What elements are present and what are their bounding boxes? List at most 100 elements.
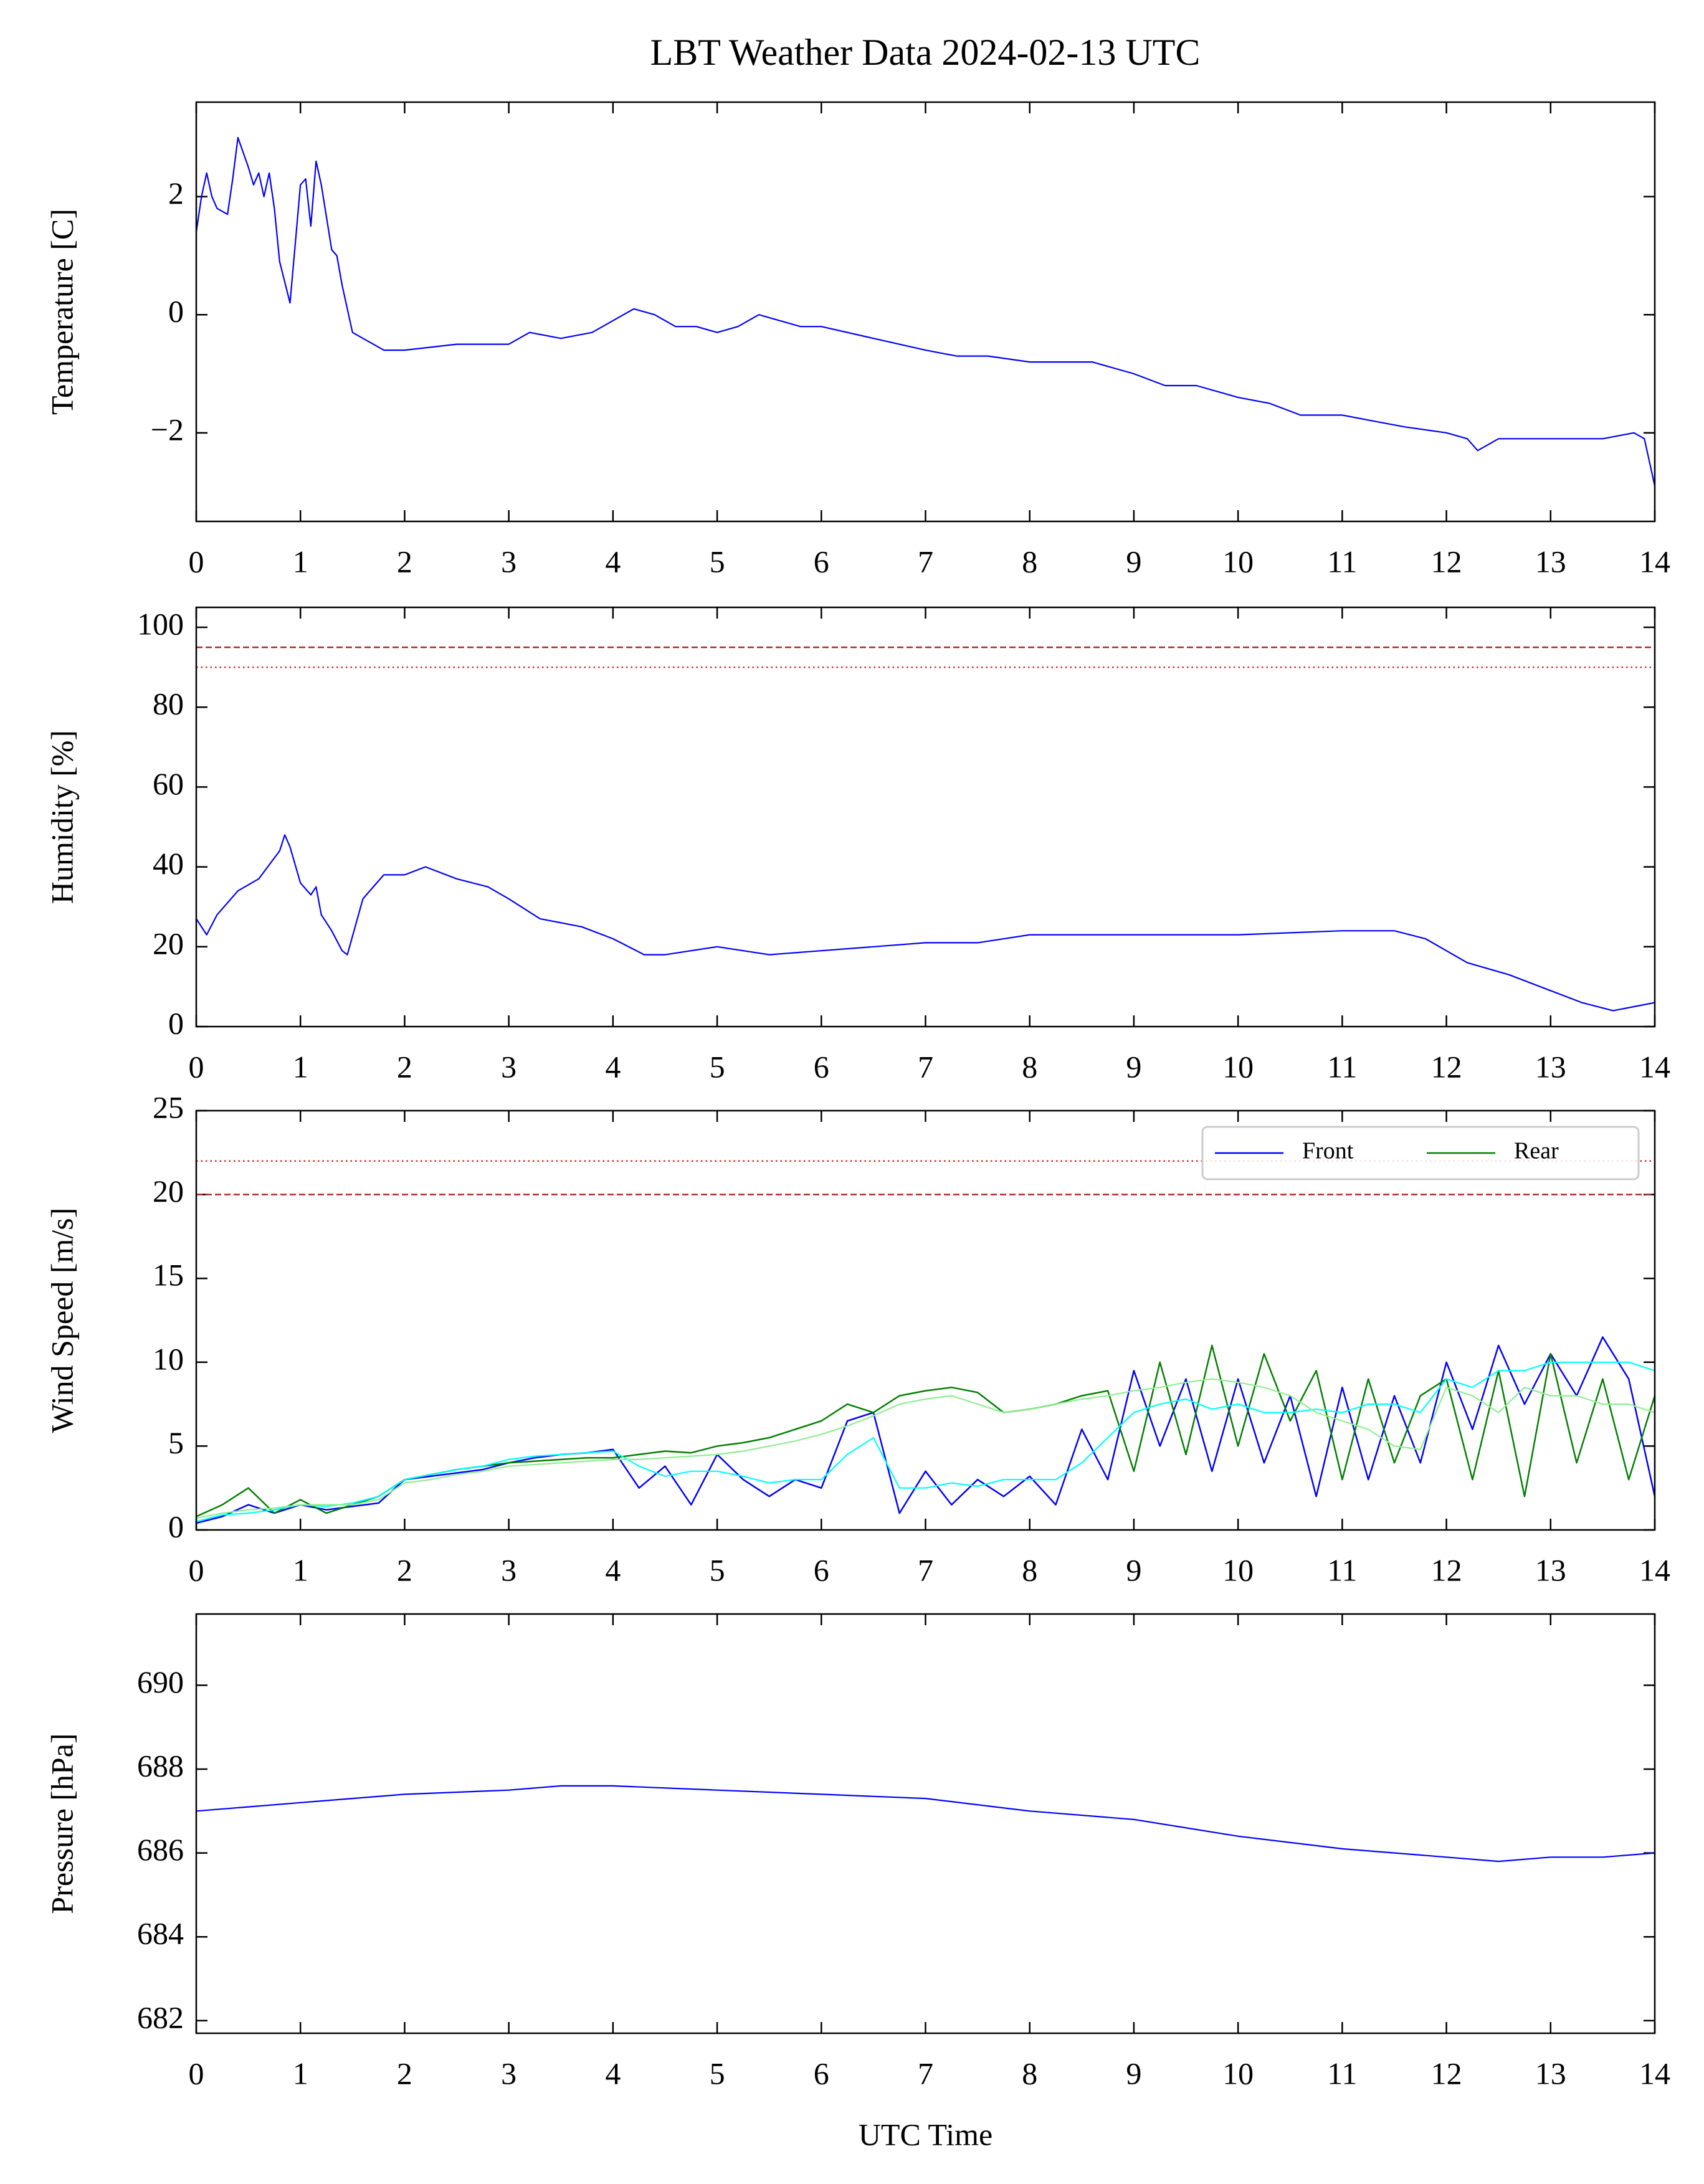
x-tick-label: 4 <box>605 2056 621 2091</box>
x-tick-label: 13 <box>1535 1552 1566 1587</box>
figure-title: LBT Weather Data 2024-02-13 UTC <box>650 32 1201 73</box>
x-tick-label: 9 <box>1126 1049 1141 1084</box>
x-tick-label: 12 <box>1431 1049 1462 1084</box>
x-tick-label: 7 <box>918 2056 933 2091</box>
x-tick-label: 14 <box>1639 1552 1670 1587</box>
x-tick-label: 6 <box>814 544 829 579</box>
y-tick-label: 686 <box>137 1832 184 1867</box>
axes-frame <box>195 101 1656 523</box>
data-line <box>196 834 1655 1012</box>
y-tick-label: −2 <box>151 412 184 447</box>
x-tick-label: 7 <box>918 1049 933 1084</box>
y-axis-label: Pressure [hPa] <box>44 1733 79 1914</box>
x-tick-label: 4 <box>605 1552 621 1587</box>
x-tick-label: 5 <box>710 2056 725 2091</box>
y-tick-label: 0 <box>168 294 184 329</box>
x-tick-label: 6 <box>814 2056 829 2091</box>
x-tick-label: 2 <box>397 2056 412 2091</box>
x-tick-label: 9 <box>1126 1552 1141 1587</box>
y-tick-label: 100 <box>137 607 184 642</box>
x-tick-label: 5 <box>710 544 725 579</box>
y-tick-label: 682 <box>137 2000 184 2034</box>
x-tick-label: 1 <box>293 1552 308 1587</box>
x-tick-label: 13 <box>1535 2056 1566 2091</box>
x-tick-label: 14 <box>1639 544 1670 579</box>
x-tick-label: 7 <box>918 544 933 579</box>
x-axis-label: UTC Time <box>859 2117 992 2152</box>
y-tick-label: 684 <box>137 1916 184 1951</box>
x-tick-label: 13 <box>1535 1049 1566 1084</box>
x-tick-label: 0 <box>189 544 204 579</box>
y-tick-label: 60 <box>153 766 184 801</box>
y-tick-label: 25 <box>153 1090 184 1124</box>
y-tick-label: 2 <box>168 176 184 211</box>
axes-frame <box>195 1109 1656 1531</box>
x-tick-label: 13 <box>1535 544 1566 579</box>
y-tick-label: 80 <box>153 686 184 721</box>
x-tick-label: 4 <box>605 1049 621 1084</box>
y-tick-label: 0 <box>168 1509 184 1544</box>
data-line <box>196 136 1655 487</box>
x-tick-label: 5 <box>710 1552 725 1587</box>
x-tick-label: 3 <box>501 544 516 579</box>
x-tick-label: 11 <box>1327 1552 1357 1587</box>
y-axis-label: Wind Speed [m/s] <box>44 1208 79 1433</box>
x-tick-label: 12 <box>1431 1552 1462 1587</box>
x-tick-label: 11 <box>1327 1049 1357 1084</box>
y-tick-label: 20 <box>153 926 184 961</box>
x-tick-label: 8 <box>1022 1049 1037 1084</box>
x-tick-label: 11 <box>1327 2056 1357 2091</box>
x-tick-label: 6 <box>814 1049 829 1084</box>
x-tick-label: 9 <box>1126 544 1141 579</box>
x-tick-label: 2 <box>397 544 412 579</box>
y-tick-label: 15 <box>153 1258 184 1293</box>
axes-frame <box>195 1613 1656 2034</box>
x-tick-label: 14 <box>1639 2056 1670 2091</box>
x-tick-label: 10 <box>1222 2056 1254 2091</box>
x-tick-label: 5 <box>710 1049 725 1084</box>
x-tick-label: 12 <box>1431 2056 1462 2091</box>
x-tick-label: 11 <box>1327 544 1357 579</box>
x-tick-label: 12 <box>1431 544 1462 579</box>
y-axis-label: Humidity [%] <box>44 730 79 904</box>
x-tick-label: 1 <box>293 544 308 579</box>
x-tick-label: 2 <box>397 1552 412 1587</box>
data-line <box>196 1336 1655 1524</box>
x-tick-label: 7 <box>918 1552 933 1587</box>
y-tick-label: 10 <box>153 1341 184 1376</box>
y-tick-label: 40 <box>153 846 184 881</box>
legend-label: Rear <box>1514 1138 1559 1164</box>
axes-frame <box>195 606 1656 1028</box>
x-tick-label: 14 <box>1639 1049 1670 1084</box>
data-line <box>196 1378 1655 1519</box>
y-tick-label: 688 <box>137 1748 184 1783</box>
x-tick-label: 1 <box>293 1049 308 1084</box>
x-tick-label: 10 <box>1222 544 1254 579</box>
y-tick-label: 690 <box>137 1664 184 1699</box>
x-tick-label: 1 <box>293 2056 308 2091</box>
x-tick-label: 9 <box>1126 2056 1141 2091</box>
x-tick-label: 4 <box>605 544 621 579</box>
x-tick-label: 0 <box>189 1552 204 1587</box>
x-tick-label: 8 <box>1022 1552 1037 1587</box>
x-tick-label: 0 <box>189 2056 204 2091</box>
x-tick-label: 3 <box>501 2056 516 2091</box>
legend-label: Front <box>1302 1138 1354 1164</box>
legend-box <box>1201 1126 1640 1180</box>
x-tick-label: 2 <box>397 1049 412 1084</box>
data-line <box>196 1361 1655 1522</box>
data-line <box>196 1785 1655 1863</box>
x-tick-label: 8 <box>1022 2056 1037 2091</box>
y-tick-label: 0 <box>168 1005 184 1040</box>
y-tick-label: 20 <box>153 1174 184 1208</box>
x-tick-label: 0 <box>189 1049 204 1084</box>
x-tick-label: 3 <box>501 1552 516 1587</box>
x-tick-label: 10 <box>1222 1049 1254 1084</box>
x-tick-label: 8 <box>1022 544 1037 579</box>
x-tick-label: 6 <box>814 1552 829 1587</box>
x-tick-label: 3 <box>501 1049 516 1084</box>
y-tick-label: 5 <box>168 1425 184 1460</box>
